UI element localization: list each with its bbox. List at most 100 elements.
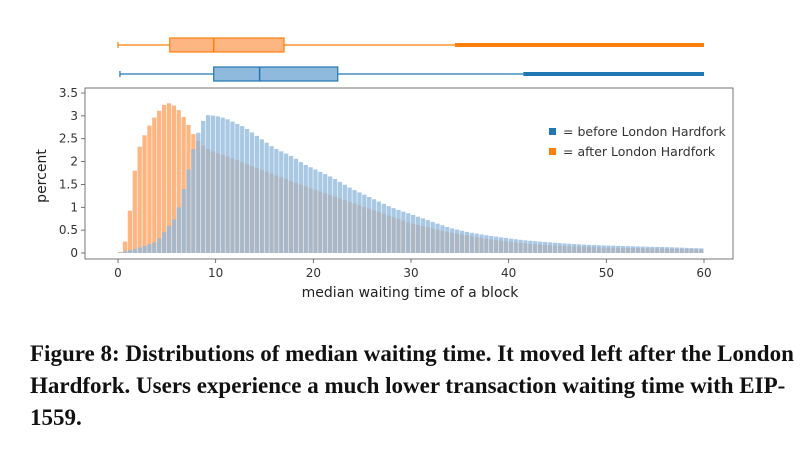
histogram-bar — [215, 116, 220, 254]
histogram-bar — [562, 243, 567, 253]
x-tick-label: 30 — [403, 266, 418, 280]
histogram-bar — [440, 225, 445, 253]
y-tick-label: 1 — [70, 200, 78, 214]
histogram-bar — [669, 247, 675, 253]
y-tick-label: 3.5 — [59, 86, 78, 100]
histogram-bar — [625, 246, 631, 253]
histogram-bar — [664, 247, 670, 253]
histogram-bar — [308, 167, 313, 253]
histogram-bar — [142, 245, 147, 253]
x-axis: 0 10 20 30 40 50 60 — [114, 259, 712, 280]
histogram-bar — [640, 246, 645, 253]
y-tick-label: 1.5 — [59, 177, 78, 191]
histogram-bar — [425, 220, 430, 253]
histogram-bar — [406, 213, 411, 253]
histogram-bar — [240, 126, 245, 253]
histogram-bar — [396, 209, 401, 253]
x-tick-label: 0 — [114, 266, 122, 280]
histogram-bar — [181, 189, 186, 253]
histogram-bar — [635, 246, 640, 253]
histogram-bar — [152, 117, 157, 253]
histogram-bar — [147, 244, 152, 253]
histogram-bar — [503, 238, 509, 253]
histogram-bar — [464, 231, 469, 253]
histogram-bar — [191, 149, 196, 253]
histogram-bar — [132, 170, 137, 253]
histogram-bar — [249, 132, 255, 253]
histogram-bar — [376, 201, 382, 253]
histogram-bar — [459, 230, 465, 253]
histogram-bar — [450, 228, 455, 253]
histogram-bar — [323, 174, 328, 253]
histogram-bar — [201, 120, 206, 253]
box-iqr — [213, 66, 339, 82]
figure-caption: Figure 8: Distributions of median waitin… — [30, 341, 794, 430]
histogram-bar — [318, 171, 323, 253]
histogram-bar — [542, 241, 548, 253]
histogram-bar — [415, 216, 421, 253]
y-tick-label: 0.5 — [59, 223, 78, 237]
histogram-bar — [474, 233, 479, 253]
histogram-bar — [127, 210, 133, 253]
histogram-bar — [694, 248, 699, 253]
histogram-bar — [166, 225, 172, 253]
histogram-bar — [205, 115, 211, 253]
histogram-bar — [679, 247, 684, 253]
histogram-bar — [244, 129, 250, 253]
histogram-bar — [650, 246, 655, 253]
histogram-bar — [176, 207, 181, 253]
histogram-bar — [288, 155, 294, 253]
legend-swatch-after — [549, 148, 556, 155]
histogram-bar — [357, 192, 362, 253]
histogram-bar — [186, 169, 191, 253]
histogram-bar — [342, 184, 347, 253]
histogram-bar — [269, 146, 274, 253]
histogram-bar — [498, 237, 504, 253]
histogram-bar — [122, 241, 128, 253]
histogram-bar — [157, 110, 162, 254]
y-axis: 0 0.5 1 1.5 2 2.5 3 3.5 — [59, 86, 85, 260]
histogram-bar — [591, 245, 596, 253]
histogram-bar — [660, 247, 665, 253]
y-tick-label: 0 — [70, 246, 78, 260]
histogram-bar — [616, 245, 621, 253]
histogram-bar — [254, 135, 260, 253]
x-axis-title: median waiting time of a block — [302, 285, 520, 301]
y-tick-label: 2 — [70, 155, 78, 169]
histogram-bar — [274, 149, 279, 253]
histogram-bar — [533, 241, 538, 253]
x-tick-label: 50 — [599, 266, 614, 280]
histogram-bar — [586, 244, 592, 253]
histogram-bar — [445, 227, 450, 253]
histogram-bar — [337, 181, 343, 253]
histogram-bar — [479, 234, 484, 253]
histogram-bar — [581, 244, 587, 253]
histogram-bar — [152, 242, 157, 253]
histogram-bar — [220, 117, 225, 253]
histogram-bar — [430, 221, 435, 253]
histogram-bar — [367, 197, 372, 253]
histogram-bar — [137, 146, 142, 253]
histogram-bar — [132, 249, 137, 253]
histogram-bar — [411, 215, 416, 253]
x-tick-label: 40 — [501, 266, 516, 280]
histogram-bar — [171, 105, 176, 253]
histogram-bar — [391, 208, 396, 253]
y-axis-title: percent — [34, 149, 50, 203]
histogram-bar — [518, 239, 523, 253]
histogram-bar — [454, 229, 460, 253]
histogram-bar — [196, 132, 201, 253]
histogram-bar — [279, 151, 284, 253]
box-iqr — [169, 37, 285, 53]
histogram-bar — [235, 123, 240, 253]
histogram-bar — [225, 119, 230, 253]
histogram-bar — [210, 115, 216, 253]
histogram-bar — [655, 246, 660, 253]
histogram-bar — [484, 235, 489, 253]
histogram-bar — [171, 219, 176, 253]
histogram-bar — [127, 250, 133, 253]
histogram-bar — [347, 187, 352, 253]
histogram-bar — [122, 251, 128, 253]
histogram-bar — [264, 142, 269, 253]
histogram-bar — [362, 194, 367, 253]
